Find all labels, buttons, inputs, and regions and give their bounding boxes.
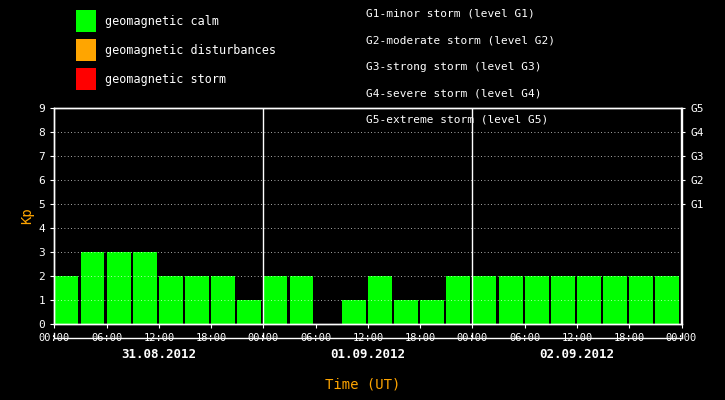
Bar [185,276,209,324]
Bar [473,276,497,324]
Bar [629,276,653,324]
Bar [80,252,104,324]
Bar [368,276,392,324]
Text: geomagnetic disturbances: geomagnetic disturbances [105,44,276,57]
Text: 01.09.2012: 01.09.2012 [331,348,405,360]
Bar [577,276,601,324]
Text: G1-minor storm (level G1): G1-minor storm (level G1) [366,9,535,19]
Bar [447,276,471,324]
Bar [237,300,261,324]
Bar [133,252,157,324]
Bar [289,276,313,324]
Bar [603,276,627,324]
Bar [159,276,183,324]
Text: G5-extreme storm (level G5): G5-extreme storm (level G5) [366,114,548,124]
Bar [525,276,549,324]
Text: 02.09.2012: 02.09.2012 [539,348,615,360]
Bar [341,300,365,324]
Text: 31.08.2012: 31.08.2012 [121,348,196,360]
Text: geomagnetic storm: geomagnetic storm [105,73,226,86]
Text: G4-severe storm (level G4): G4-severe storm (level G4) [366,88,542,98]
Bar [107,252,130,324]
Bar [551,276,575,324]
Bar [499,276,523,324]
Text: G3-strong storm (level G3): G3-strong storm (level G3) [366,62,542,72]
Text: Time (UT): Time (UT) [325,378,400,392]
Bar [263,276,287,324]
Bar [211,276,235,324]
Bar [420,300,444,324]
Bar [54,276,78,324]
Y-axis label: Kp: Kp [20,208,34,224]
Text: geomagnetic calm: geomagnetic calm [105,14,219,28]
Text: G2-moderate storm (level G2): G2-moderate storm (level G2) [366,35,555,45]
Bar [655,276,679,324]
Bar [394,300,418,324]
